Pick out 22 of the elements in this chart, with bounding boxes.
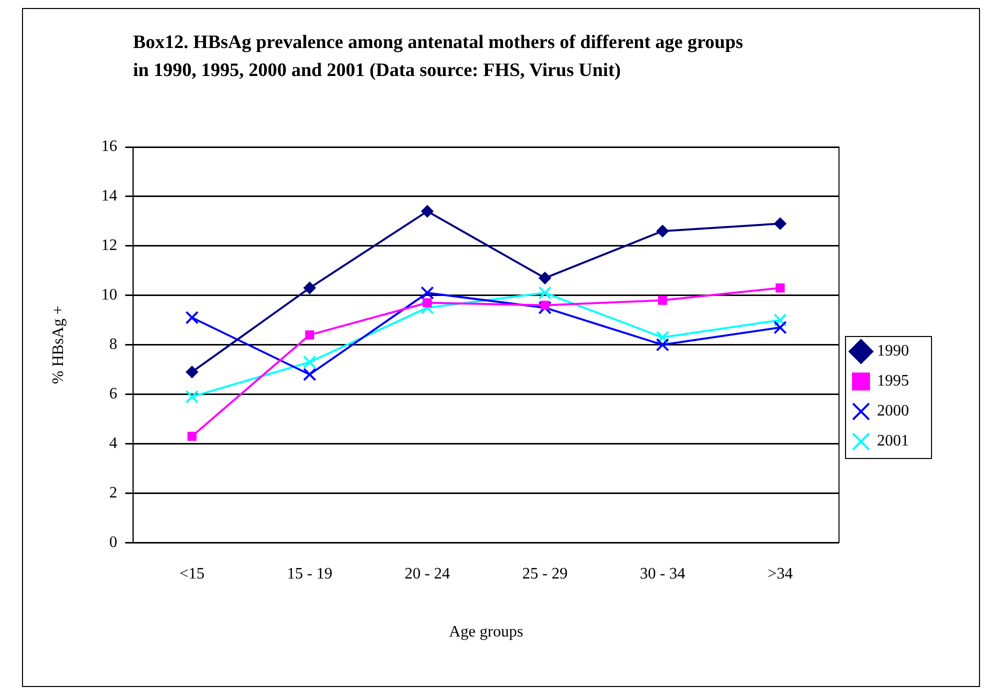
y-tick-label: 10 (101, 286, 118, 304)
x-tick-label: >34 (768, 565, 793, 582)
legend-label: 1995 (877, 372, 909, 390)
y-tick-label: 0 (109, 534, 118, 551)
y-tick-label: 16 (101, 138, 118, 156)
y-tick-label: 6 (109, 385, 118, 402)
x-tick-label: 30 - 34 (640, 565, 686, 582)
y-tick-label: 8 (109, 336, 118, 354)
legend-label: 1990 (877, 342, 909, 360)
y-tick-label: 4 (109, 434, 118, 452)
legend-label: 2000 (877, 402, 909, 420)
x-tick-label: <15 (180, 565, 205, 582)
x-tick-label: 25 - 29 (522, 565, 568, 582)
legend-label: 2001 (877, 432, 909, 450)
x-axis-title: Age groups (448, 624, 524, 641)
y-tick-label: 2 (109, 484, 118, 502)
y-tick-label: 12 (101, 237, 118, 254)
y-axis-title: % HBsAg + (50, 306, 67, 384)
chart-title: Box12. HBsAg prevalence among antenatal mothers of different age groups in 1990, 1995, 2000 and 2001 (Data source: FHS, Virus Unit) (133, 31, 744, 83)
x-tick-label: 15 - 19 (286, 565, 332, 582)
y-tick-label: 14 (101, 188, 118, 205)
x-tick-label: 20 - 24 (404, 565, 450, 582)
